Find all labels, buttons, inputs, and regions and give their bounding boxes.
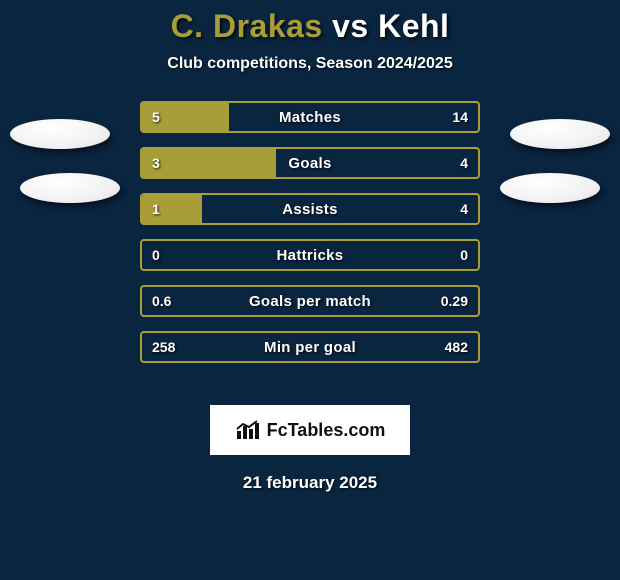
logo-box: FcTables.com <box>210 405 410 455</box>
date-line: 21 february 2025 <box>0 473 620 493</box>
player1-avatar-bottom <box>20 173 120 203</box>
stat-value-right: 4 <box>460 149 468 177</box>
stat-value-right: 4 <box>460 195 468 223</box>
stat-value-right: 0.29 <box>441 287 468 315</box>
stat-value-left: 0.6 <box>152 287 171 315</box>
stat-row: 258Min per goal482 <box>140 331 480 363</box>
stat-fill <box>142 149 276 177</box>
stat-label: Goals per match <box>142 287 478 315</box>
stat-bars: 5Matches14 3Goals4 1Assists4 0Hattricks0 0.6… <box>140 101 480 377</box>
stat-row: 1Assists4 <box>140 193 480 225</box>
player1-avatar-top <box>10 119 110 149</box>
header: C. Drakas vs Kehl Club competitions, Sea… <box>0 0 620 73</box>
stat-label: Min per goal <box>142 333 478 361</box>
stat-value-right: 482 <box>445 333 468 361</box>
stat-value-right: 0 <box>460 241 468 269</box>
stat-fill <box>142 103 229 131</box>
stat-row: 5Matches14 <box>140 101 480 133</box>
vs-word: vs <box>332 8 369 44</box>
comparison-stage: 5Matches14 3Goals4 1Assists4 0Hattricks0 0.6… <box>0 101 620 401</box>
page-title: C. Drakas vs Kehl <box>0 8 620 45</box>
player2-avatar-top <box>510 119 610 149</box>
stat-fill <box>142 195 202 223</box>
logo-text: FcTables.com <box>267 420 386 441</box>
stat-value-left: 0 <box>152 241 160 269</box>
player2-name: Kehl <box>378 8 449 44</box>
stat-row: 0Hattricks0 <box>140 239 480 271</box>
stat-row: 0.6Goals per match0.29 <box>140 285 480 317</box>
stat-value-right: 14 <box>452 103 468 131</box>
subtitle: Club competitions, Season 2024/2025 <box>0 55 620 73</box>
chart-icon <box>235 419 261 441</box>
player1-name: C. Drakas <box>171 8 323 44</box>
stat-value-left: 258 <box>152 333 175 361</box>
stat-label: Hattricks <box>142 241 478 269</box>
stat-row: 3Goals4 <box>140 147 480 179</box>
player2-avatar-bottom <box>500 173 600 203</box>
